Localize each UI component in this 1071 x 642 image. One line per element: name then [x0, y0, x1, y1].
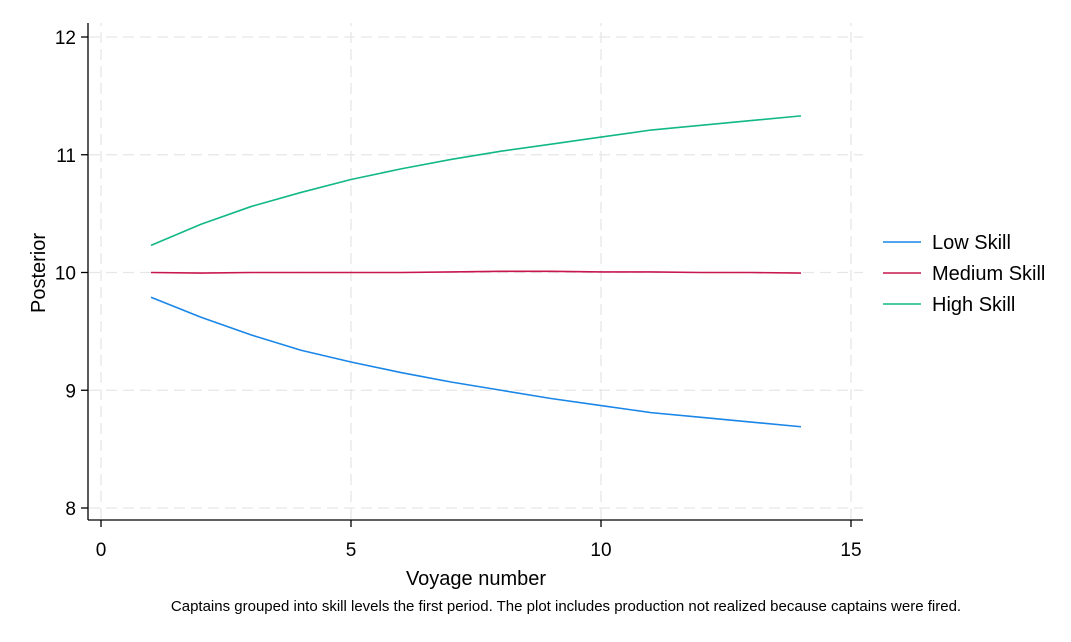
tick-layer: 8 9 10 11 12 0 5 10 15 [55, 28, 862, 561]
x-axis-title: Voyage number [406, 568, 546, 590]
series-line-high-skill [150, 115, 802, 247]
legend-label-medium-skill: Medium Skill [932, 263, 1045, 285]
legend-label-low-skill: Low Skill [932, 232, 1011, 254]
series-line-low-skill [150, 296, 802, 428]
x-tick-label: 5 [346, 540, 357, 561]
y-tick-label: 12 [55, 28, 76, 49]
y-axis-title: Posterior [28, 233, 50, 313]
axis-layer [87, 23, 863, 521]
y-tick-label: 11 [56, 146, 76, 167]
y-tick-label: 9 [65, 381, 76, 402]
y-tick-label: 8 [65, 499, 76, 520]
x-tick-label: 10 [590, 540, 611, 561]
y-tick-label: 10 [55, 264, 76, 285]
legend-label-high-skill: High Skill [932, 294, 1015, 316]
chart-note: Captains grouped into skill levels the f… [171, 598, 961, 615]
x-tick-label: 0 [96, 540, 107, 561]
series-line-medium-skill [150, 270, 802, 274]
series-layer [150, 115, 802, 428]
x-tick-label: 15 [840, 540, 861, 561]
legend: Low Skill Medium Skill High Skill [883, 232, 1045, 316]
